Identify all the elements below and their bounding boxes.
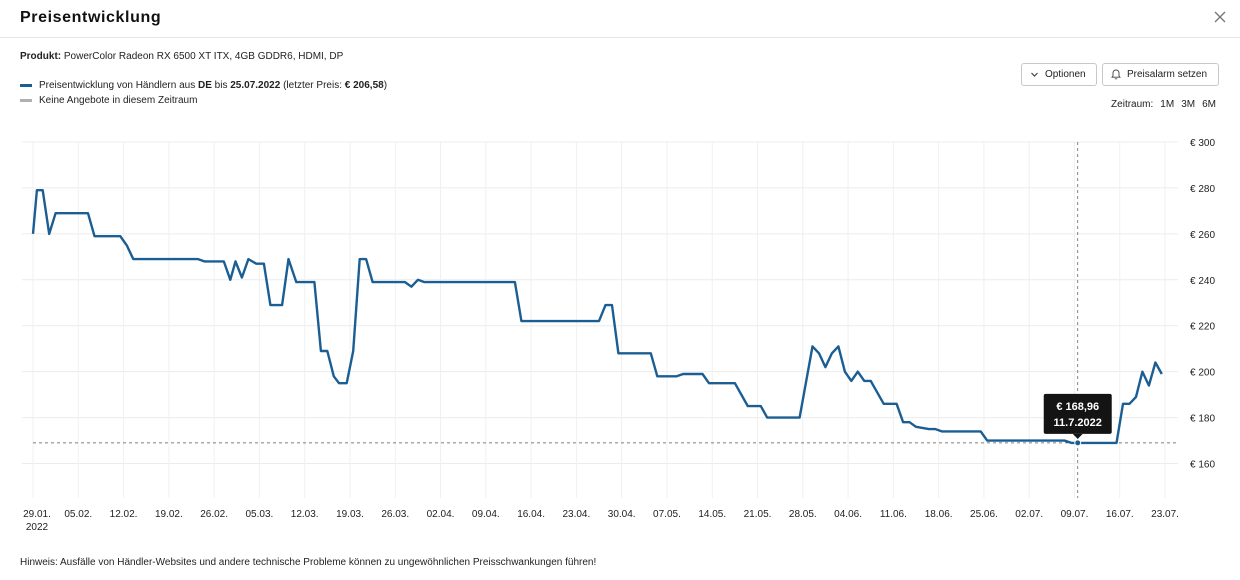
time-range-1m[interactable]: 1M bbox=[1160, 99, 1175, 110]
x-tick-label: 14.05. bbox=[698, 509, 726, 520]
product-label: Produkt: bbox=[20, 51, 62, 62]
chart-legend: Preisentwicklung von Händlern aus DE bis… bbox=[20, 78, 387, 108]
x-tick-label: 02.07. bbox=[1015, 509, 1043, 520]
tooltip-date: 11.7.2022 bbox=[1054, 417, 1102, 429]
time-range-selector: Zeitraum: 1M 3M 6M bbox=[1111, 99, 1216, 110]
dialog-header: Preisentwicklung bbox=[0, 0, 1240, 38]
time-range-label: Zeitraum: bbox=[1111, 99, 1154, 110]
x-tick-label: 30.04. bbox=[608, 509, 636, 520]
y-tick-label: € 200 bbox=[1190, 368, 1215, 379]
x-tick-label: 21.05. bbox=[744, 509, 772, 520]
x-tick-label: 12.03. bbox=[291, 509, 319, 520]
hint-text: Hinweis: Ausfälle von Händler-Websites u… bbox=[20, 557, 597, 568]
y-tick-label: € 240 bbox=[1190, 276, 1215, 287]
y-tick-label: € 180 bbox=[1190, 414, 1215, 425]
legend-last-price: € 206,58 bbox=[344, 80, 384, 91]
options-button[interactable]: Optionen bbox=[1021, 63, 1097, 86]
x-tick-label: 16.07. bbox=[1106, 509, 1134, 520]
x-tick-label: 26.03. bbox=[381, 509, 409, 520]
tooltip-box bbox=[1043, 393, 1112, 434]
dialog-title: Preisentwicklung bbox=[20, 9, 162, 26]
legend-last-price-suffix: ) bbox=[383, 80, 388, 91]
bell-icon bbox=[1111, 69, 1121, 80]
tooltip-price: € 168,96 bbox=[1056, 401, 1099, 413]
x-tick-label: 26.02. bbox=[200, 509, 228, 520]
y-tick-label: € 300 bbox=[1190, 138, 1215, 149]
x-tick-label: 23.07. bbox=[1151, 509, 1179, 520]
legend-no-offers: Keine Angebote in diesem Zeitraum bbox=[39, 95, 198, 106]
time-range-3m[interactable]: 3M bbox=[1181, 99, 1196, 110]
chevron-down-icon bbox=[1031, 72, 1038, 77]
price-alert-button[interactable]: Preisalarm setzen bbox=[1102, 63, 1219, 86]
x-tick-label: 18.06. bbox=[925, 509, 953, 520]
legend-series-prefix: Preisentwicklung von Händlern aus bbox=[39, 80, 198, 91]
x-tick-label: 28.05. bbox=[789, 509, 817, 520]
legend-country: DE bbox=[197, 80, 212, 91]
x-tick-label: 16.04. bbox=[517, 509, 545, 520]
x-tick-label: 23.04. bbox=[562, 509, 590, 520]
close-icon[interactable] bbox=[1210, 7, 1230, 27]
y-tick-label: € 260 bbox=[1190, 230, 1215, 241]
options-button-label: Optionen bbox=[1045, 69, 1086, 80]
x-tick-label: 19.02. bbox=[155, 509, 183, 520]
legend-until: bis bbox=[211, 80, 231, 91]
x-tick-label: 05.03. bbox=[246, 509, 274, 520]
legend-last-price-prefix: (letzter Preis: bbox=[280, 80, 345, 91]
x-tick-year: 2022 bbox=[26, 522, 49, 533]
time-range-6m[interactable]: 6M bbox=[1202, 99, 1216, 110]
y-tick-label: € 160 bbox=[1190, 460, 1215, 471]
x-tick-label: 09.04. bbox=[472, 509, 500, 520]
tooltip-arrow bbox=[1072, 433, 1083, 439]
legend-date: 25.07.2022 bbox=[230, 80, 281, 91]
legend-item-no-offers: Keine Angebote in diesem Zeitraum bbox=[20, 93, 387, 108]
legend-item-price: Preisentwicklung von Händlern aus DE bis… bbox=[20, 78, 387, 93]
price-alert-button-label: Preisalarm setzen bbox=[1127, 69, 1208, 80]
x-tick-label: 19.03. bbox=[336, 509, 364, 520]
y-tick-label: € 220 bbox=[1190, 322, 1215, 333]
price-history-chart[interactable]: € 160 € 180 € 200 € 220 € 240 € 260 € 280 € 300… bbox=[0, 130, 1240, 540]
product-name: PowerColor Radeon RX 6500 XT ITX, 4GB GD… bbox=[63, 51, 344, 62]
x-tick-label: 29.01. bbox=[23, 509, 51, 520]
y-tick-label: € 280 bbox=[1190, 184, 1215, 195]
x-tick-label: 12.02. bbox=[110, 509, 138, 520]
x-tick-label: 02.04. bbox=[427, 509, 455, 520]
x-tick-label: 04.06. bbox=[834, 509, 862, 520]
x-tick-label: 25.06. bbox=[970, 509, 998, 520]
x-tick-label: 11.06. bbox=[880, 509, 907, 520]
x-tick-label: 09.07. bbox=[1061, 509, 1089, 520]
hover-point bbox=[1074, 439, 1082, 447]
legend-swatch-no-offers bbox=[20, 99, 32, 102]
x-tick-label: 07.05. bbox=[653, 509, 681, 520]
price-series-line bbox=[31, 189, 1163, 445]
x-tick-label: 05.02. bbox=[64, 509, 92, 520]
legend-swatch-price bbox=[20, 84, 32, 87]
product-line: Produkt: PowerColor Radeon RX 6500 XT IT… bbox=[20, 51, 343, 62]
